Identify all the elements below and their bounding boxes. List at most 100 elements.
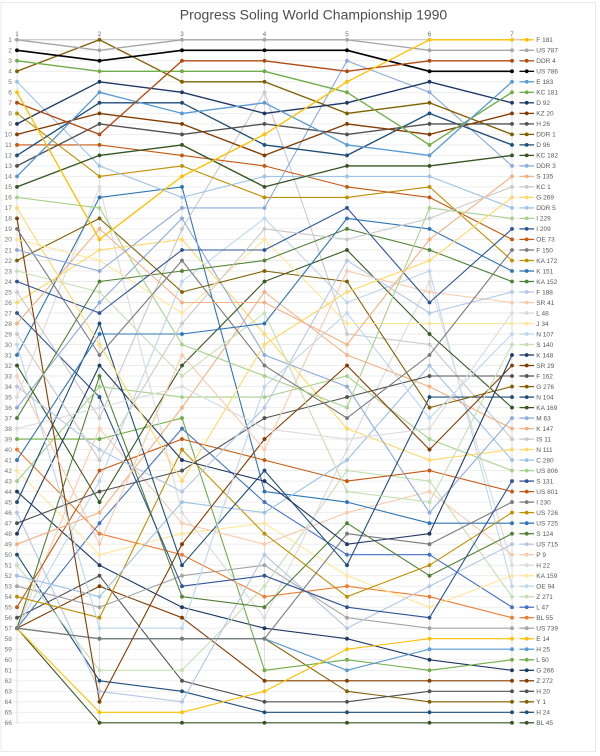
svg-text:L 47: L 47 (536, 605, 549, 612)
svg-text:KZ 20: KZ 20 (536, 111, 554, 118)
svg-text:39: 39 (5, 436, 13, 443)
svg-text:2: 2 (8, 48, 12, 55)
svg-text:S 140: S 140 (536, 342, 553, 349)
svg-text:K 147: K 147 (536, 426, 553, 433)
svg-text:US 787: US 787 (536, 48, 558, 55)
svg-text:18: 18 (5, 216, 13, 223)
svg-text:H 26: H 26 (536, 121, 550, 128)
svg-text:11: 11 (5, 142, 12, 149)
svg-text:K 148: K 148 (536, 352, 553, 359)
svg-text:46: 46 (5, 510, 13, 517)
svg-text:IS 11: IS 11 (536, 436, 551, 443)
svg-text:H 24: H 24 (536, 710, 550, 717)
svg-text:US 801: US 801 (536, 489, 558, 496)
svg-text:48: 48 (5, 531, 13, 538)
svg-text:US 786: US 786 (536, 69, 558, 76)
svg-text:27: 27 (5, 310, 13, 317)
svg-text:52: 52 (5, 573, 13, 580)
svg-text:45: 45 (5, 499, 13, 506)
svg-text:SR 41: SR 41 (536, 300, 554, 307)
svg-text:34: 34 (5, 384, 13, 391)
svg-text:Y 1: Y 1 (536, 699, 546, 706)
svg-text:BL 55: BL 55 (536, 615, 553, 622)
svg-text:63: 63 (5, 689, 13, 696)
svg-text:55: 55 (5, 605, 13, 612)
svg-text:44: 44 (5, 489, 13, 496)
svg-text:I 230: I 230 (536, 499, 551, 506)
svg-text:KC 1: KC 1 (536, 184, 551, 191)
svg-text:64: 64 (5, 699, 13, 706)
svg-text:3: 3 (180, 31, 184, 38)
svg-text:6: 6 (8, 90, 12, 97)
svg-text:32: 32 (5, 363, 13, 370)
svg-text:J 34: J 34 (536, 321, 549, 328)
svg-text:KA 159: KA 159 (536, 573, 557, 580)
svg-text:M 63: M 63 (536, 415, 551, 422)
svg-text:I 229: I 229 (536, 216, 551, 223)
svg-text:H 22: H 22 (536, 563, 550, 570)
svg-text:47: 47 (5, 521, 13, 528)
svg-text:US 725: US 725 (536, 521, 558, 528)
svg-text:16: 16 (5, 195, 13, 202)
svg-text:BL 45: BL 45 (536, 720, 553, 727)
svg-text:26: 26 (5, 300, 13, 307)
svg-text:I 209: I 209 (536, 226, 551, 233)
svg-text:65: 65 (5, 710, 13, 717)
svg-text:53: 53 (5, 584, 13, 591)
svg-text:US 726: US 726 (536, 510, 558, 517)
svg-text:40: 40 (5, 447, 13, 454)
svg-text:F 162: F 162 (536, 373, 553, 380)
svg-text:Z 272: Z 272 (536, 678, 553, 685)
svg-text:S 131: S 131 (536, 478, 553, 485)
svg-text:S 124: S 124 (536, 531, 553, 538)
svg-text:E 14: E 14 (536, 636, 550, 643)
svg-text:H 25: H 25 (536, 647, 550, 654)
svg-text:F 188: F 188 (536, 289, 553, 296)
svg-text:17: 17 (5, 205, 13, 212)
svg-text:US 739: US 739 (536, 626, 558, 633)
svg-text:49: 49 (5, 542, 13, 549)
svg-text:P 9: P 9 (536, 552, 546, 559)
svg-text:D 96: D 96 (536, 142, 550, 149)
svg-text:56: 56 (5, 615, 13, 622)
svg-text:F 181: F 181 (536, 37, 553, 44)
svg-text:13: 13 (5, 163, 13, 170)
svg-text:15: 15 (5, 184, 13, 191)
svg-text:8: 8 (8, 111, 12, 118)
svg-text:G 266: G 266 (536, 668, 554, 675)
svg-text:KA 169: KA 169 (536, 405, 557, 412)
svg-text:66: 66 (5, 720, 13, 727)
svg-text:4: 4 (8, 69, 12, 76)
svg-text:41: 41 (5, 457, 13, 464)
svg-text:L 50: L 50 (536, 657, 549, 664)
svg-text:5: 5 (345, 31, 349, 38)
svg-text:36: 36 (5, 405, 13, 412)
svg-text:US 806: US 806 (536, 468, 558, 475)
svg-text:US 715: US 715 (536, 542, 558, 549)
svg-text:50: 50 (5, 552, 13, 559)
svg-text:4: 4 (263, 31, 267, 38)
svg-text:L 48: L 48 (536, 310, 549, 317)
svg-text:1: 1 (15, 31, 19, 38)
svg-text:DDR 5: DDR 5 (536, 205, 556, 212)
svg-text:29: 29 (5, 331, 13, 338)
svg-text:OE 73: OE 73 (536, 237, 555, 244)
svg-text:42: 42 (5, 468, 13, 475)
svg-text:10: 10 (5, 132, 13, 139)
svg-text:33: 33 (5, 373, 13, 380)
svg-text:H 20: H 20 (536, 689, 550, 696)
svg-text:C 280: C 280 (536, 457, 554, 464)
svg-text:Z 271: Z 271 (536, 594, 553, 601)
svg-text:KA 152: KA 152 (536, 279, 557, 286)
svg-text:N 111: N 111 (536, 447, 553, 454)
svg-text:22: 22 (5, 258, 13, 265)
svg-text:9: 9 (8, 121, 12, 128)
svg-text:54: 54 (5, 594, 13, 601)
svg-text:DDR 3: DDR 3 (536, 163, 556, 170)
svg-text:24: 24 (5, 279, 13, 286)
svg-text:N 104: N 104 (536, 394, 554, 401)
svg-text:62: 62 (5, 678, 13, 685)
svg-text:14: 14 (5, 174, 13, 181)
svg-text:3: 3 (8, 58, 12, 65)
svg-text:30: 30 (5, 342, 13, 349)
